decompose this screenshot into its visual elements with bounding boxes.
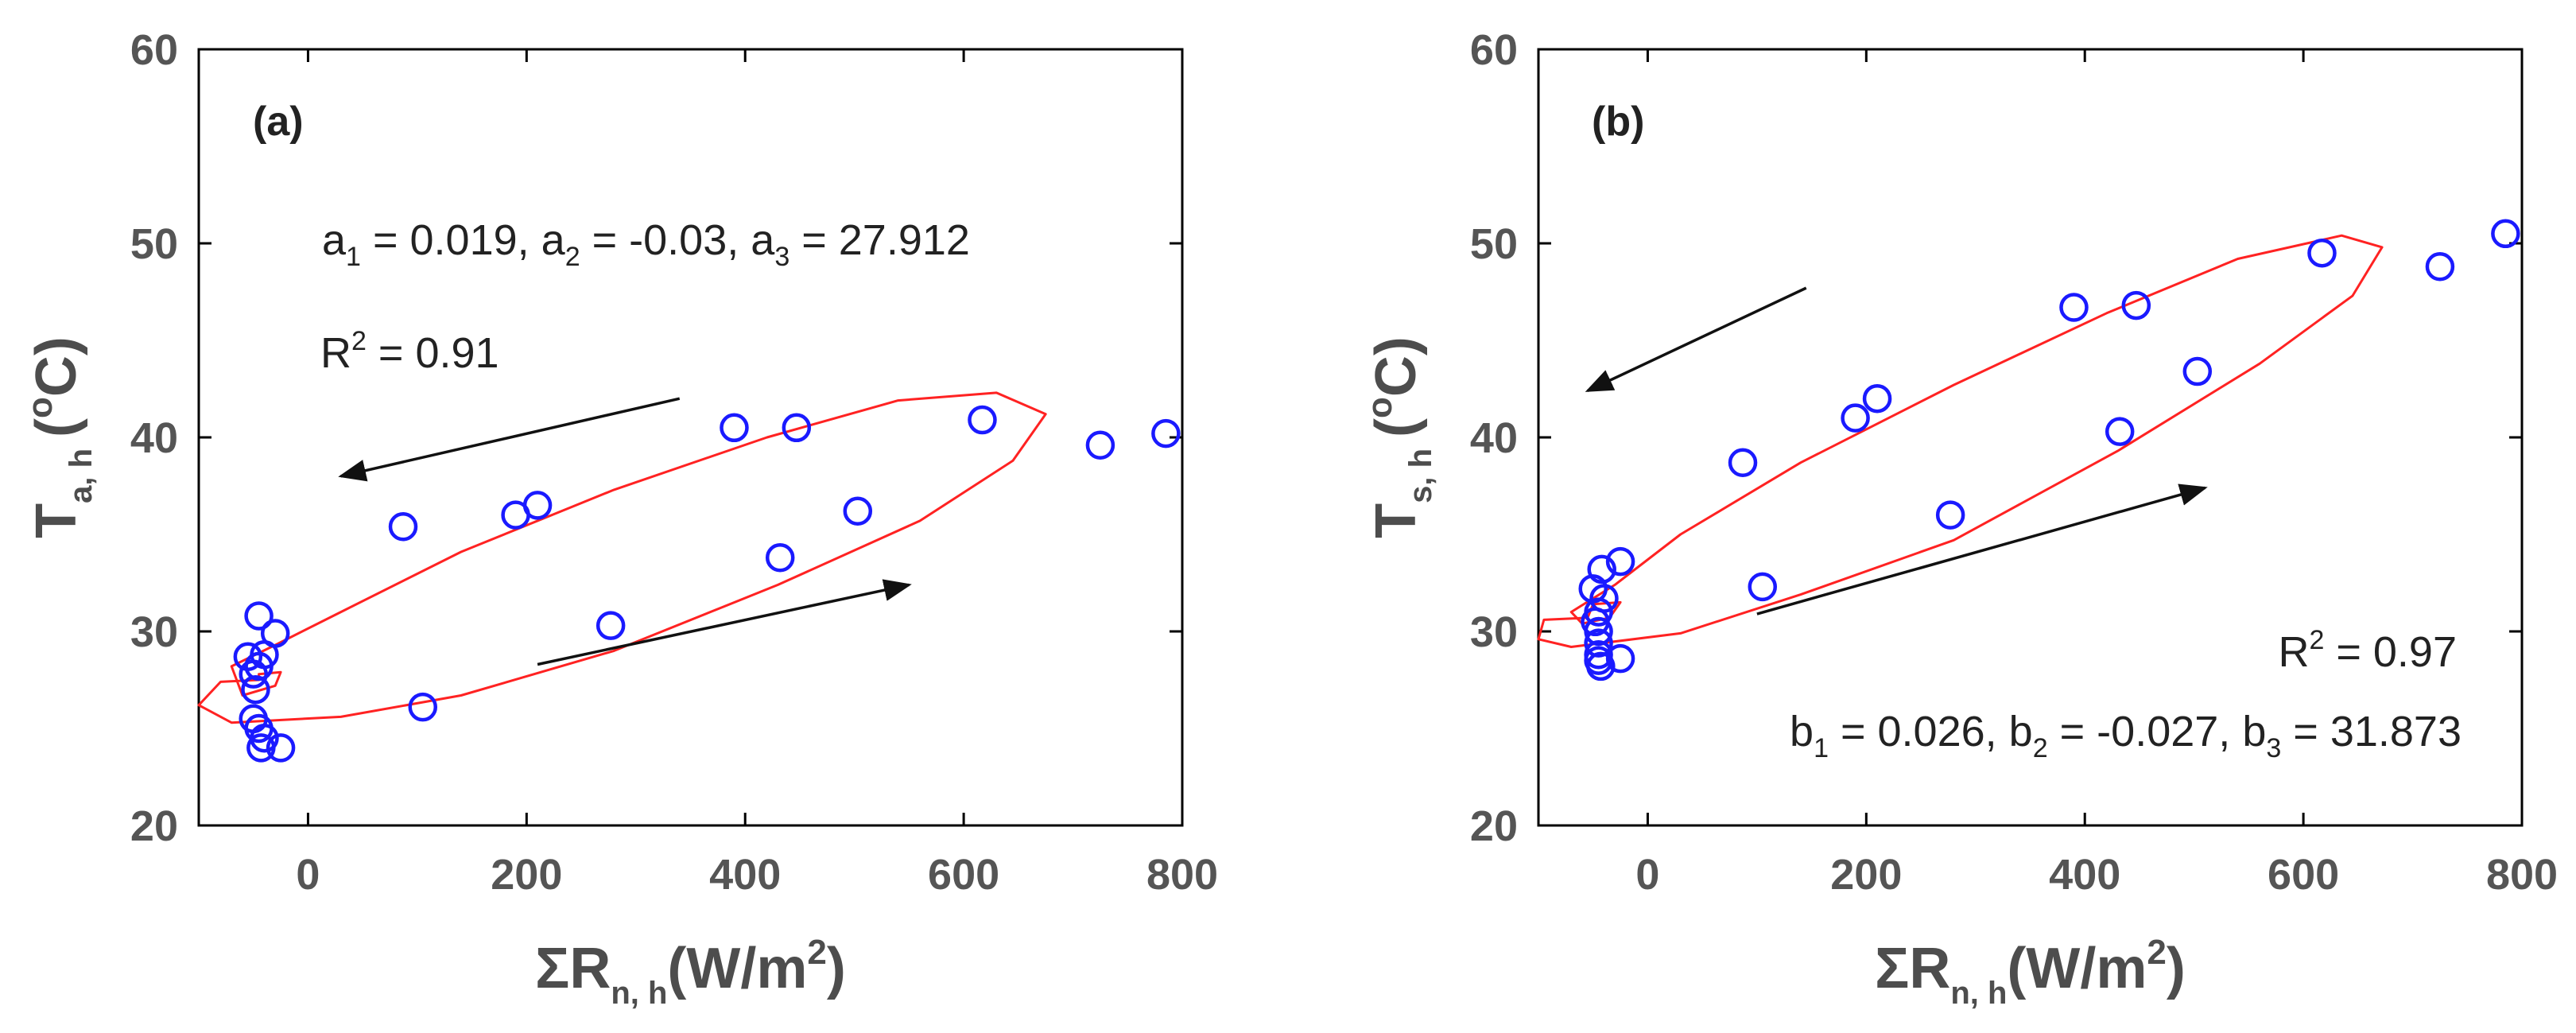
panel-label: (b) — [1592, 99, 1644, 145]
panel-label: (a) — [253, 99, 304, 145]
data-point — [1151, 418, 1181, 449]
data-point — [843, 496, 873, 526]
y-tick-label: 30 — [1470, 608, 1518, 656]
x-tick-label: 800 — [2486, 851, 2558, 899]
coefficients-label: b1 = 0.026, b2 = -0.027, b3 = 31.873 — [1790, 708, 2462, 763]
y-tick-label: 60 — [1470, 26, 1518, 74]
data-point — [1728, 448, 1758, 477]
data-point — [765, 543, 795, 573]
direction-arrow — [1756, 483, 2208, 616]
x-tick-label: 0 — [1635, 851, 1659, 899]
y-tick-label: 20 — [1470, 802, 1518, 850]
data-point — [2425, 252, 2455, 282]
direction-arrow — [1585, 286, 1807, 393]
x-axis-label: ΣRn, h(W/m2) — [535, 933, 846, 1011]
data-point — [1085, 430, 1115, 460]
data-point — [1605, 546, 1635, 577]
y-tick-label: 60 — [130, 26, 178, 74]
x-tick-label: 200 — [491, 851, 562, 899]
data-point — [266, 733, 296, 763]
axes-box — [197, 48, 1184, 827]
data-point — [522, 491, 553, 520]
y-tick-label: 40 — [130, 414, 178, 462]
data-point — [2182, 356, 2213, 386]
y-tick-label: 30 — [130, 608, 178, 656]
coefficients-label: a1 = 0.019, a2 = -0.03, a3 = 27.912 — [322, 216, 970, 272]
y-tick-label: 40 — [1470, 414, 1518, 462]
data-point — [1748, 572, 1778, 602]
data-point — [1587, 554, 1616, 584]
r-squared-label: R2 = 0.97 — [2278, 625, 2457, 676]
data-point — [596, 611, 626, 640]
data-point — [1935, 500, 1965, 530]
x-tick-label: 600 — [928, 851, 999, 899]
x-tick-label: 400 — [709, 851, 781, 899]
y-tick-label: 50 — [1470, 220, 1518, 268]
data-point — [2105, 417, 2135, 446]
panel-b: 0 200 400 600 800 20 30 40 50 60 (b) R2 = 0.97 b1 = … — [1360, 26, 2558, 1011]
x-tick-label: 400 — [2049, 851, 2120, 899]
r-squared-label: R2 = 0.91 — [320, 326, 499, 377]
data-point — [388, 511, 418, 542]
data-point — [233, 642, 263, 671]
data-point — [1862, 383, 1892, 414]
data-point — [244, 601, 274, 631]
data-point — [2491, 219, 2520, 249]
y-axis-label: Ta, h(oC) — [21, 336, 99, 538]
direction-arrow — [338, 397, 681, 482]
x-tick-label: 600 — [2268, 851, 2339, 899]
x-tick-label: 200 — [1830, 851, 1902, 899]
x-tick-label: 0 — [296, 851, 320, 899]
y-tick-label: 20 — [130, 802, 178, 850]
fit-loop-curve — [1537, 234, 2384, 648]
data-point — [408, 692, 438, 722]
x-axis-label: ΣRn, h(W/m2) — [1875, 933, 2186, 1011]
data-point — [720, 413, 749, 443]
data-point — [2059, 293, 2089, 322]
data-point — [239, 704, 268, 734]
data-point — [2121, 290, 2151, 320]
data-point — [1584, 628, 1613, 658]
data-point — [782, 413, 812, 443]
y-axis-label: Ts, h(oC) — [1360, 336, 1438, 538]
panel-a: 0 200 400 600 800 20 30 40 50 60 (a) R2 = 0.91 a1 = … — [21, 26, 1218, 1011]
data-point — [260, 619, 290, 648]
fit-loop-curve — [197, 391, 1047, 724]
data-point — [1584, 640, 1613, 670]
y-tick-label: 50 — [130, 220, 178, 268]
data-point — [1841, 403, 1870, 433]
data-point — [2307, 238, 2337, 268]
data-point — [968, 405, 997, 435]
x-tick-label: 800 — [1146, 851, 1218, 899]
direction-arrow — [537, 579, 912, 666]
data-point — [1605, 643, 1635, 674]
